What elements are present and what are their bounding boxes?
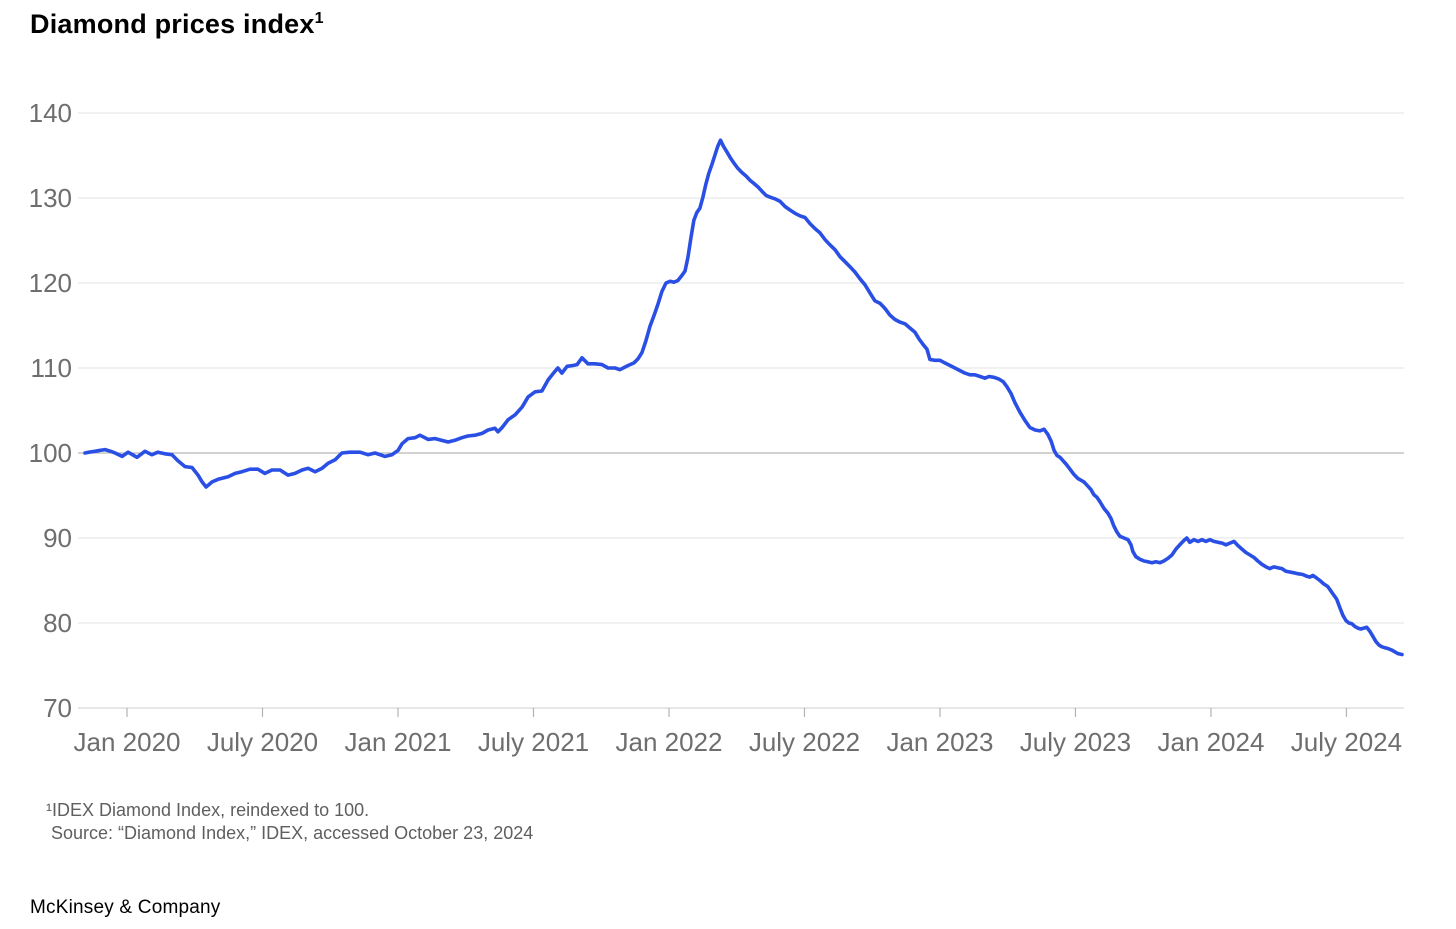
footnote: ¹IDEX Diamond Index, reindexed to 100. S… (46, 799, 533, 845)
x-axis-label: July 2023 (1020, 727, 1131, 757)
x-axis-label: Jan 2020 (74, 727, 181, 757)
x-axis-label: Jan 2021 (344, 727, 451, 757)
x-axis-label: Jan 2023 (886, 727, 993, 757)
x-axis-label: Jan 2024 (1157, 727, 1264, 757)
diamond-index-line (83, 138, 1404, 657)
y-axis-label: 100 (29, 438, 72, 468)
chart-title-text: Diamond prices index (30, 9, 315, 39)
x-axis-label: July 2022 (749, 727, 860, 757)
y-axis-label: 90 (43, 523, 72, 553)
line-chart: 70 80 90 100 110 120 130 140 Jan 2020 July 2020 Ja… (29, 98, 1404, 757)
chart-title: Diamond prices index1 (30, 9, 324, 40)
y-axis-label: 80 (43, 608, 72, 638)
y-axis-label: 70 (43, 693, 72, 723)
chart-title-superscript: 1 (314, 10, 324, 27)
x-axis-label: Jan 2022 (615, 727, 722, 757)
y-axis-label: 140 (29, 98, 72, 128)
y-axis-label: 130 (29, 183, 72, 213)
y-axis-label: 110 (31, 353, 72, 383)
x-axis-label: July 2020 (207, 727, 318, 757)
footnote-line-1: ¹IDEX Diamond Index, reindexed to 100. (46, 800, 370, 820)
x-axis-label: July 2021 (478, 727, 589, 757)
footnote-source: Source: “Diamond Index,” IDEX, accessed … (51, 823, 534, 843)
y-axis-label: 120 (29, 268, 72, 298)
brand-wordmark: McKinsey & Company (30, 897, 221, 918)
x-axis-label: July 2024 (1291, 727, 1402, 757)
